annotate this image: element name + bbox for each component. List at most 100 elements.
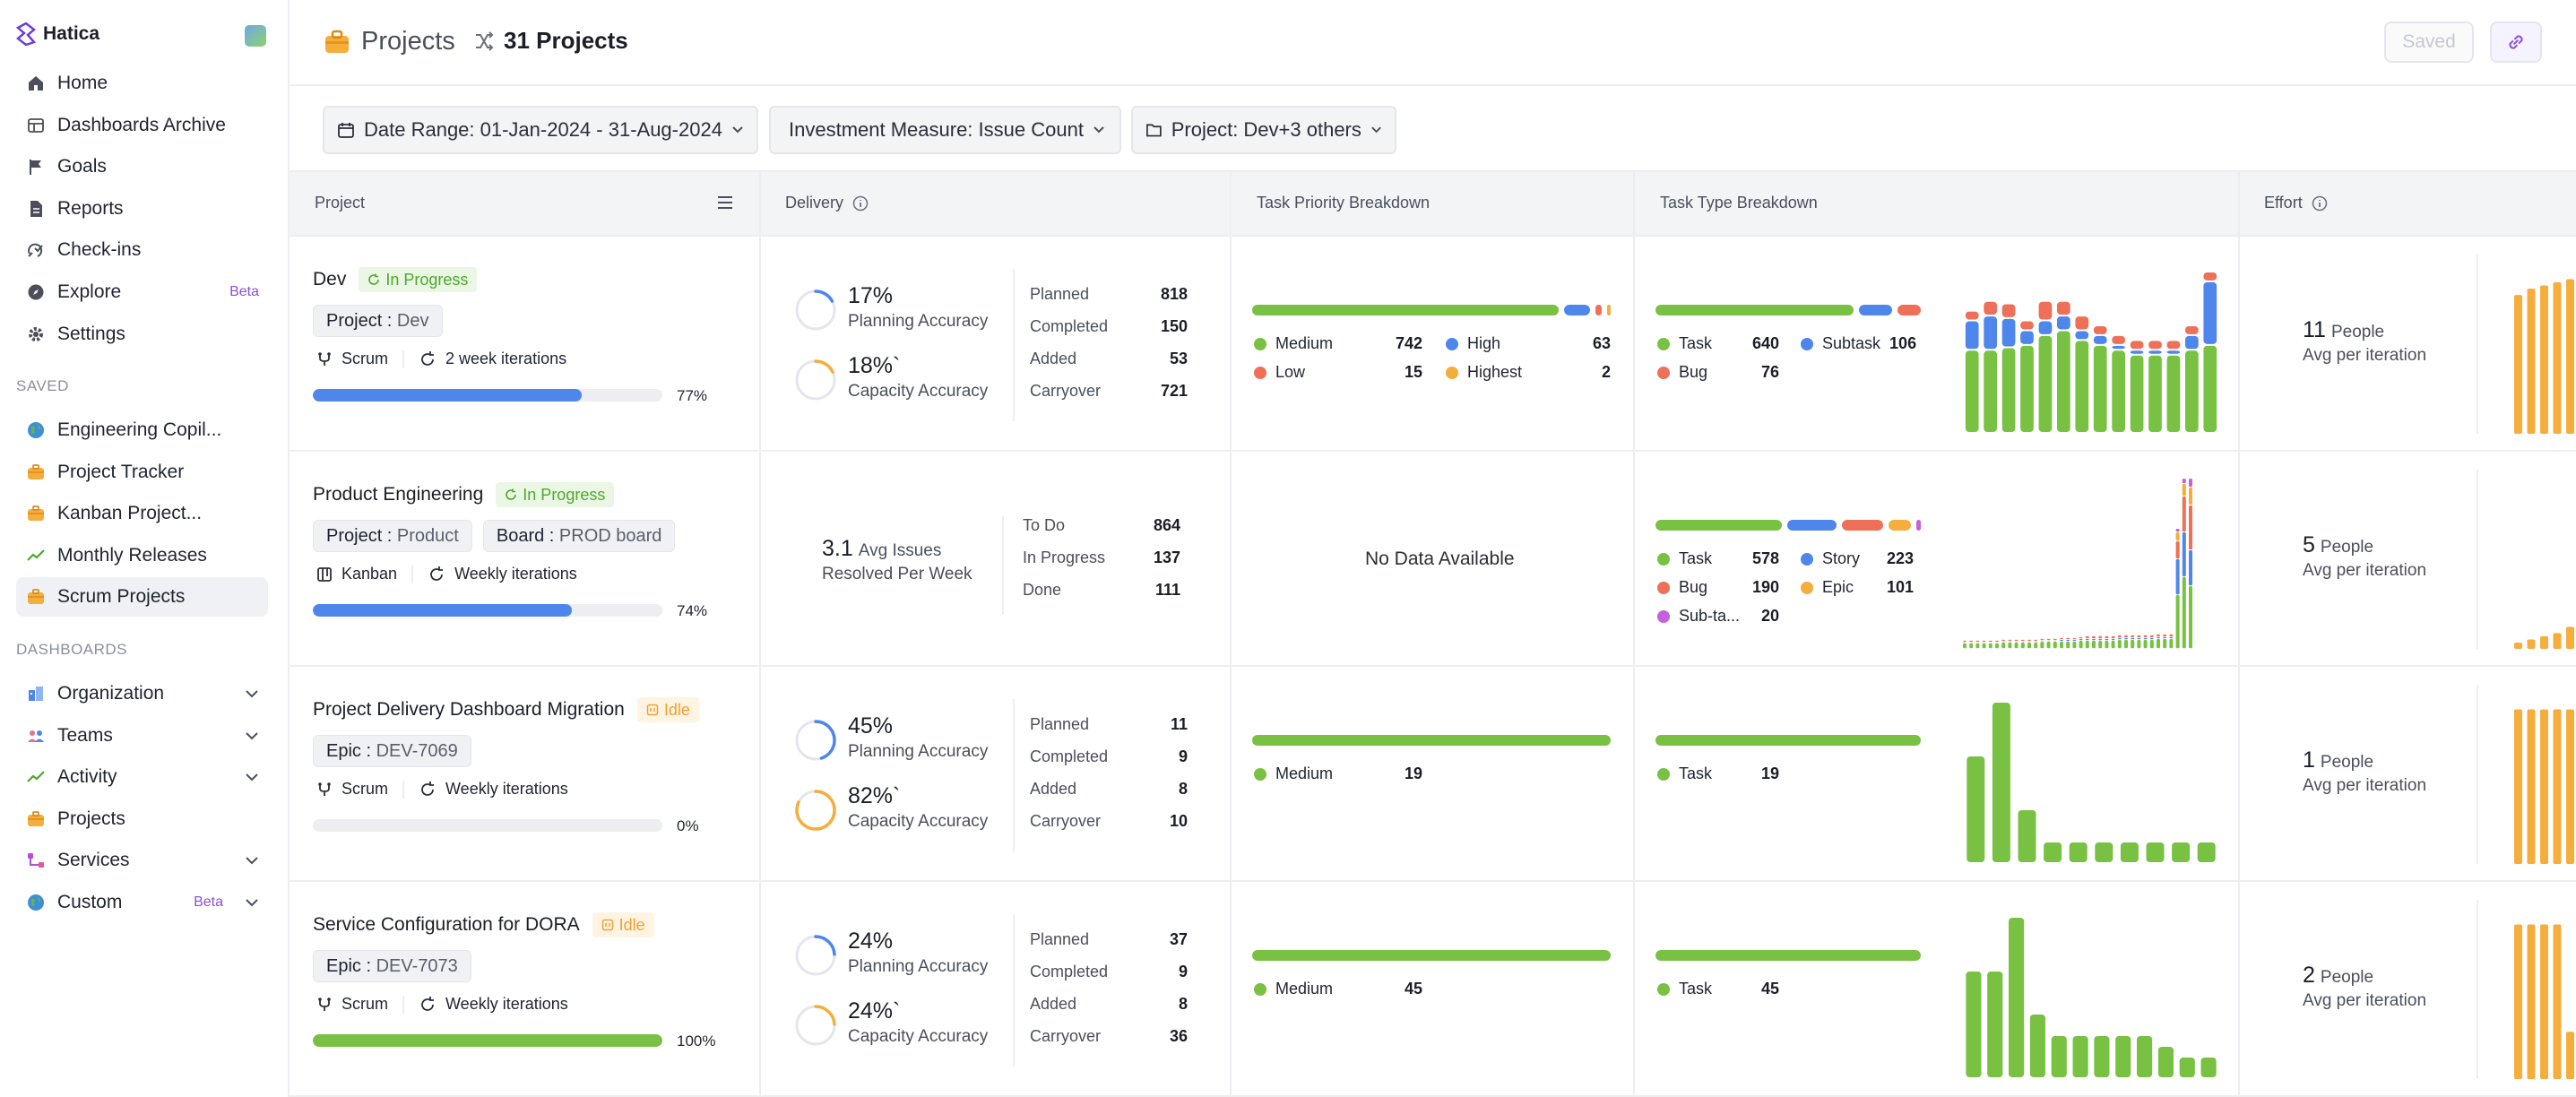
chevron-down-icon[interactable]: [245, 898, 259, 907]
table-row[interactable]: Product Engineering In Progress Project : …: [290, 452, 2576, 667]
sidebar-item-monthly-releases[interactable]: Monthly Releases: [16, 536, 268, 575]
info-icon[interactable]: [852, 195, 869, 212]
trend-icon: [27, 547, 45, 565]
org-icon: [27, 685, 45, 703]
type-bar-segment: [2009, 918, 2025, 1077]
capacity-accuracy-label: Capacity Accuracy: [848, 812, 989, 831]
type-bar-segment: [2131, 640, 2135, 649]
accuracy-ring: [795, 720, 836, 761]
type-bar-segment: [2185, 326, 2199, 334]
progress-fill: [313, 1034, 662, 1047]
stat-value: 11: [1170, 715, 1188, 733]
sidebar-item-settings[interactable]: Settings: [16, 315, 268, 354]
share-link-button[interactable]: [2490, 22, 2542, 63]
project-name[interactable]: Dev: [313, 269, 347, 289]
type-bar-segment: [2020, 321, 2034, 330]
project-name[interactable]: Product Engineering: [313, 484, 484, 505]
chevron-down-icon[interactable]: [245, 689, 259, 698]
effort-bar: [2514, 642, 2522, 649]
status-text: In Progress: [385, 270, 469, 289]
type-bar-segment: [2111, 636, 2115, 639]
menu-icon[interactable]: [717, 195, 733, 210]
sidebar-item-reports[interactable]: Reports: [16, 189, 268, 229]
type-bar-segment: [1984, 316, 1997, 350]
type-bar-segment: [2027, 643, 2031, 649]
column-type[interactable]: Task Type Breakdown: [1660, 194, 1818, 212]
type-bar-segment: [2175, 559, 2180, 595]
type-bar-segment: [1982, 641, 1986, 643]
sidebar-item-activity[interactable]: Activity: [16, 757, 268, 797]
app-name: Hatica: [43, 23, 100, 44]
delivery-stat: Planned 11: [1030, 715, 1188, 734]
type-legend-item: Subtask 106: [1801, 334, 1916, 353]
type-bar-segment: [2092, 636, 2096, 639]
date-range-label: Date Range: 01-Jan-2024 - 31-Aug-2024: [364, 118, 722, 141]
effort-bar: [2553, 633, 2562, 649]
project-name[interactable]: Service Configuration for DORA: [313, 914, 580, 935]
effort-bar: [2566, 1032, 2574, 1079]
effort-people-unit: People: [2320, 753, 2374, 772]
sidebar-item-teams[interactable]: Teams: [16, 716, 268, 756]
capacity-accuracy-label: Capacity Accuracy: [848, 382, 989, 401]
type-bar-segment: [2197, 842, 2216, 862]
type-history-chart: [1967, 703, 2216, 862]
investment-measure-filter[interactable]: Investment Measure: Issue Count: [769, 106, 1121, 154]
effort-bar: [2566, 279, 2574, 434]
sidebar-item-project-tracker[interactable]: Project Tracker: [16, 453, 268, 492]
info-icon[interactable]: [2312, 195, 2328, 212]
flag-icon: [27, 158, 45, 176]
stat-value: 150: [1160, 317, 1188, 335]
bar-segment: [1859, 305, 1892, 315]
type-bar-segment: [2066, 642, 2070, 649]
progress-fill: [313, 389, 583, 402]
chevron-down-icon: [1371, 126, 1381, 134]
sidebar-item-kanban-project[interactable]: Kanban Project...: [16, 494, 268, 533]
priority-legend-item: Medium 19: [1254, 764, 1422, 783]
chevron-down-icon[interactable]: [245, 856, 259, 865]
legend-label: Medium: [1275, 334, 1334, 352]
sidebar-item-scrum-projects[interactable]: Scrum Projects: [16, 577, 268, 618]
progress-percent: 74%: [677, 602, 708, 619]
brand[interactable]: Hatica: [16, 22, 99, 47]
method-label: Scrum: [341, 350, 389, 367]
type-bar-segment: [1967, 756, 1985, 862]
sidebar-item-home[interactable]: Home: [16, 64, 268, 103]
legend-label: Highest: [1467, 363, 1523, 381]
table-row[interactable]: Dev In Progress Project : Dev Scrum 2 week i…: [290, 237, 2576, 452]
date-range-filter[interactable]: Date Range: 01-Jan-2024 - 31-Aug-2024: [323, 106, 758, 154]
project-filter[interactable]: Project: Dev+3 others: [1131, 106, 1396, 154]
type-bar-segment: [2117, 635, 2122, 638]
sidebar-item-dashboards-archive[interactable]: Dashboards Archive: [16, 106, 268, 145]
effort-people-unit: People: [2330, 323, 2385, 341]
type-bar-segment: [2182, 497, 2186, 532]
sidebar-item-services[interactable]: Services: [16, 841, 268, 880]
type-bar-segment: [2169, 639, 2174, 649]
sidebar-item-organization[interactable]: Organization: [16, 674, 268, 713]
sidebar-item-projects[interactable]: Projects: [16, 799, 268, 839]
sidebar: Hatica Home Dashboards Archive Goals Report…: [0, 0, 290, 1097]
sidebar-item-check-ins[interactable]: Check-ins: [16, 230, 268, 270]
chevron-down-icon[interactable]: [245, 731, 259, 740]
avatar[interactable]: [245, 25, 266, 47]
effort-separator: [2477, 470, 2478, 649]
sidebar-item-goals[interactable]: Goals: [16, 147, 268, 186]
chevron-down-icon: [1094, 126, 1104, 134]
type-bar-segment: [2098, 641, 2103, 649]
sidebar-item-engineering-copil[interactable]: Engineering Copil...: [16, 410, 268, 450]
column-project[interactable]: Project: [315, 194, 365, 212]
table-row[interactable]: Project Delivery Dashboard Migration Idle…: [290, 667, 2576, 882]
chevron-down-icon[interactable]: [245, 773, 259, 782]
status-badge: Idle: [636, 697, 699, 722]
legend-dot: [1657, 609, 1670, 623]
column-priority[interactable]: Task Priority Breakdown: [1257, 194, 1430, 212]
project-name[interactable]: Project Delivery Dashboard Migration: [313, 699, 625, 720]
table-row[interactable]: Service Configuration for DORA Idle Epic :…: [290, 882, 2576, 1097]
sidebar-item-explore[interactable]: Explore Beta: [16, 272, 268, 312]
effort-bar: [2540, 924, 2548, 1079]
column-effort[interactable]: Effort: [2264, 194, 2328, 212]
type-bar-segment: [1995, 644, 1999, 649]
sidebar-item-custom[interactable]: Custom Beta: [16, 883, 268, 922]
saved-button[interactable]: Saved: [2384, 22, 2474, 63]
stat-value: 137: [1153, 548, 1180, 566]
column-delivery[interactable]: Delivery: [785, 194, 869, 212]
